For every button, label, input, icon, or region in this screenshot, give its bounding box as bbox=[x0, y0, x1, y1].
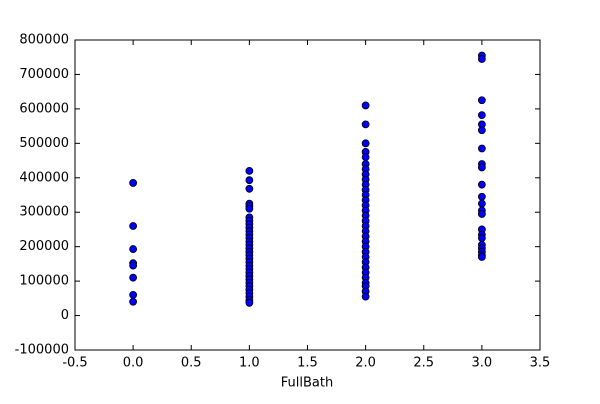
point bbox=[477, 96, 486, 105]
point bbox=[477, 55, 486, 63]
y-tick-label: 500000 bbox=[19, 136, 69, 151]
point bbox=[129, 297, 138, 306]
point bbox=[245, 176, 254, 185]
x-tick-label: 2.0 bbox=[355, 356, 376, 371]
point bbox=[361, 153, 370, 162]
y-tick-label: 700000 bbox=[19, 67, 69, 82]
y-tick-label: 300000 bbox=[19, 205, 69, 220]
point bbox=[129, 273, 138, 282]
point bbox=[361, 292, 370, 301]
point bbox=[129, 290, 138, 299]
x-tick-label: 0.0 bbox=[123, 356, 144, 371]
y-tick-label: 100000 bbox=[19, 274, 69, 289]
x-tick-label: 0.5 bbox=[181, 356, 202, 371]
point bbox=[361, 139, 370, 148]
y-tick-label: 600000 bbox=[19, 101, 69, 116]
point bbox=[245, 184, 254, 193]
point bbox=[129, 261, 138, 270]
point bbox=[361, 101, 370, 110]
y-tick-label: 800000 bbox=[19, 33, 69, 48]
x-tick-label: 1.5 bbox=[297, 356, 318, 371]
point bbox=[477, 192, 486, 201]
point bbox=[477, 234, 486, 242]
point bbox=[245, 298, 254, 307]
x-tick-label: 3.5 bbox=[530, 356, 551, 371]
point bbox=[477, 210, 486, 218]
point bbox=[245, 204, 254, 213]
y-tick-label: 0 bbox=[61, 308, 69, 323]
point bbox=[477, 180, 486, 189]
point bbox=[477, 253, 486, 261]
x-tick-label: 2.5 bbox=[413, 356, 434, 371]
plot-frame bbox=[74, 39, 541, 351]
point bbox=[477, 199, 486, 208]
y-tick-label: 200000 bbox=[19, 239, 69, 254]
point bbox=[361, 120, 370, 129]
x-tick-label: 1.0 bbox=[239, 356, 260, 371]
point bbox=[477, 126, 486, 135]
point bbox=[477, 163, 486, 172]
point bbox=[129, 222, 138, 230]
y-tick-label: 400000 bbox=[19, 170, 69, 185]
x-tick-label: -0.5 bbox=[62, 356, 87, 371]
point bbox=[477, 111, 486, 119]
point bbox=[129, 179, 138, 187]
point bbox=[129, 245, 138, 253]
y-tick-label: -100000 bbox=[15, 343, 69, 358]
point bbox=[245, 166, 254, 175]
x-axis-label: FullBath bbox=[281, 376, 333, 391]
point bbox=[477, 144, 486, 153]
x-tick-label: 3.0 bbox=[472, 356, 493, 371]
